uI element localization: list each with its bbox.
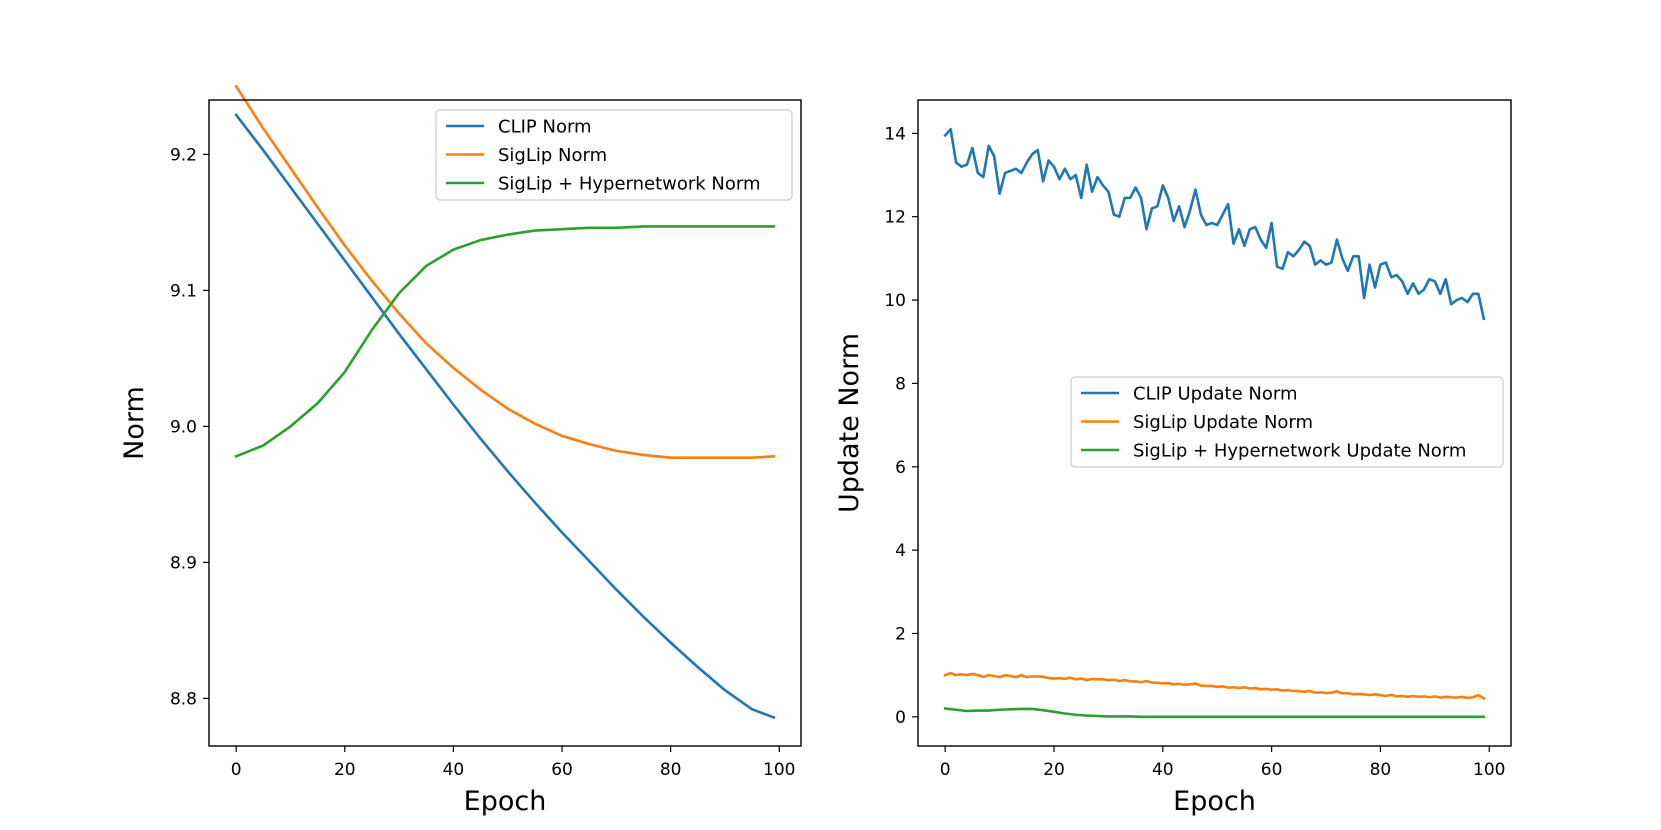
x-axis-label: Epoch	[1173, 786, 1256, 817]
y-tick-label: 12	[884, 208, 906, 228]
x-tick-label: 20	[1043, 760, 1065, 780]
y-tick-label: 8	[895, 374, 906, 394]
legend-entry: SigLip + Hypernetwork Norm	[498, 174, 761, 195]
left-chart-panel: 0 20 40 60 80 100 8.8 8.9 9.0 9.1 9.2 Epoch Norm CLIP…	[119, 84, 802, 817]
y-axis-label: Update Norm	[834, 333, 865, 513]
plot-frame	[917, 99, 1512, 747]
y-tick-label: 8.8	[170, 689, 197, 709]
x-tick-label: 40	[1152, 760, 1174, 780]
y-tick-label: 4	[895, 541, 906, 561]
y-tick-label: 6	[895, 458, 906, 478]
series-line-3	[234, 225, 776, 459]
x-tick-label: 60	[551, 760, 573, 780]
x-tick-label: 80	[1370, 760, 1392, 780]
series-line-3	[943, 707, 1486, 719]
series-line-2	[234, 84, 776, 459]
legend-box	[435, 109, 793, 201]
series-line-1	[943, 127, 1486, 321]
legend: CLIP Update Norm SigLip Update Norm SigLip…	[1070, 376, 1504, 468]
y-tick-label: 9.0	[170, 417, 197, 437]
series-line-1	[234, 113, 776, 720]
x-tick-label: 100	[1473, 760, 1505, 780]
x-axis-label: Epoch	[464, 786, 547, 817]
x-tick-label: 100	[763, 760, 795, 780]
legend: CLIP Norm SigLip Norm SigLip + Hypernetwor…	[435, 109, 793, 201]
x-tick-label: 60	[1261, 760, 1283, 780]
legend-entry: SigLip + Hypernetwork Update Norm	[1133, 441, 1466, 462]
y-tick-label: 9.2	[170, 145, 197, 165]
series-line-2	[943, 671, 1486, 701]
x-tick-label: 20	[334, 760, 356, 780]
legend-entry: CLIP Update Norm	[1133, 384, 1298, 405]
x-tick-label: 40	[443, 760, 465, 780]
y-tick-label: 10	[884, 291, 906, 311]
x-tick-label: 0	[940, 760, 951, 780]
x-tick-label: 0	[231, 760, 242, 780]
y-tick-label: 9.1	[170, 281, 197, 301]
legend-box	[1070, 376, 1504, 468]
right-chart-panel: 0 20 40 60 80 100 0 2 4 6 8 10 12 14 Epoch Update Norm C…	[834, 99, 1512, 817]
y-axis-label: Norm	[119, 386, 150, 460]
legend-entry: SigLip Update Norm	[1133, 412, 1313, 433]
y-tick-label: 0	[895, 708, 906, 728]
y-tick-label: 14	[884, 124, 906, 144]
legend-entry: CLIP Norm	[498, 117, 592, 138]
y-tick-label: 2	[895, 624, 906, 644]
y-tick-label: 8.9	[170, 553, 197, 573]
x-tick-label: 80	[660, 760, 682, 780]
plot-frame	[208, 99, 802, 747]
legend-entry: SigLip Norm	[498, 145, 607, 166]
